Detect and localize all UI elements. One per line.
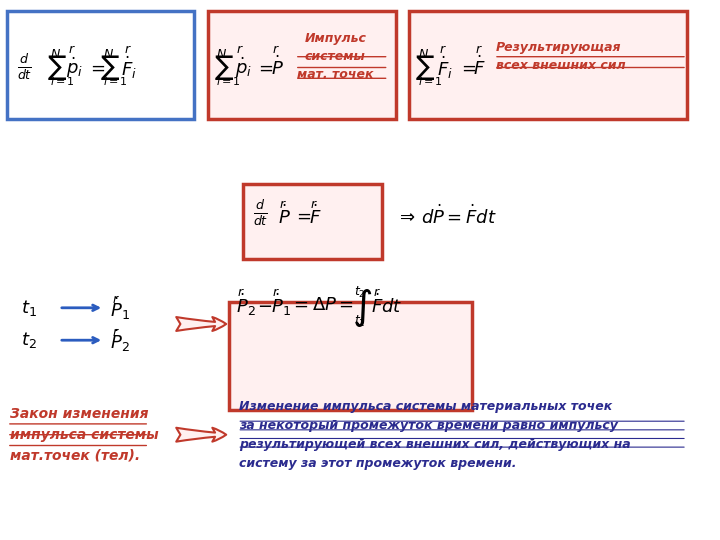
- Text: $\dot{p}_i$: $\dot{p}_i$: [235, 56, 251, 79]
- Text: Изменение импульса системы материальных точек
за некоторый промежуток времени ра: Изменение импульса системы материальных …: [239, 400, 631, 470]
- Text: $=$: $=$: [293, 207, 312, 225]
- Text: Импульс
системы
мат. точек: Импульс системы мат. точек: [297, 32, 374, 81]
- Text: $\Rightarrow\, d\dot{P} = \dot{F}dt$: $\Rightarrow\, d\dot{P} = \dot{F}dt$: [395, 204, 496, 228]
- Text: $\sum$: $\sum$: [415, 53, 435, 82]
- Text: $r$: $r$: [272, 286, 280, 299]
- Text: $\sum$: $\sum$: [48, 53, 67, 82]
- Text: $t_2$: $t_2$: [354, 285, 365, 300]
- Text: $\dot{F}_i$: $\dot{F}_i$: [122, 55, 138, 80]
- Text: $r$: $r$: [112, 293, 120, 306]
- FancyBboxPatch shape: [410, 11, 687, 119]
- Text: $r$: $r$: [236, 43, 243, 56]
- Text: $N$: $N$: [217, 48, 228, 60]
- Text: $r$: $r$: [238, 286, 245, 299]
- Text: $r$: $r$: [310, 198, 318, 211]
- Text: $=$: $=$: [87, 58, 106, 77]
- Text: $r$: $r$: [438, 43, 446, 56]
- Text: $\dot{F}dt$: $\dot{F}dt$: [372, 293, 402, 317]
- Text: $t_1$: $t_1$: [21, 298, 37, 318]
- Text: $N$: $N$: [50, 48, 61, 60]
- FancyBboxPatch shape: [243, 184, 382, 259]
- Text: $i=1$: $i=1$: [103, 75, 127, 87]
- Text: $N$: $N$: [418, 48, 428, 60]
- Text: $\dot{F}_i$: $\dot{F}_i$: [437, 55, 453, 80]
- Text: $t_1$: $t_1$: [354, 314, 366, 329]
- Text: $=$: $=$: [458, 58, 477, 77]
- Text: $-$: $-$: [257, 296, 272, 314]
- Text: $\dot{F}$: $\dot{F}$: [473, 56, 486, 79]
- Text: $= \Delta P =$: $= \Delta P =$: [290, 296, 354, 314]
- Text: $r$: $r$: [68, 43, 76, 56]
- Text: $\dot{p}_i$: $\dot{p}_i$: [66, 56, 83, 79]
- Text: $r$: $r$: [279, 198, 287, 211]
- Text: $\sum$: $\sum$: [100, 53, 120, 82]
- FancyBboxPatch shape: [229, 302, 472, 410]
- Text: $t_2$: $t_2$: [21, 330, 37, 350]
- FancyBboxPatch shape: [208, 11, 395, 119]
- Text: $\dot{P}_1$: $\dot{P}_1$: [109, 296, 130, 322]
- Text: $\int$: $\int$: [353, 287, 373, 329]
- Text: $r$: $r$: [373, 286, 381, 299]
- Text: $\dot{P}$: $\dot{P}$: [277, 204, 290, 228]
- Text: Закон изменения
импульса системы
мат.точек (тел).: Закон изменения импульса системы мат.точ…: [10, 407, 159, 462]
- Text: $\dot{P}_2$: $\dot{P}_2$: [236, 292, 256, 318]
- Text: $i=1$: $i=1$: [50, 75, 75, 87]
- Text: $r$: $r$: [124, 43, 131, 56]
- Text: $\dot{P}_2$: $\dot{P}_2$: [109, 328, 130, 354]
- Text: $i=1$: $i=1$: [418, 75, 442, 87]
- Text: $r$: $r$: [112, 326, 120, 339]
- Text: $N$: $N$: [103, 48, 114, 60]
- Text: $\dot{P}$: $\dot{P}$: [271, 56, 284, 79]
- Text: Результирующая
всех внешних сил: Результирующая всех внешних сил: [496, 41, 626, 72]
- Text: $=$: $=$: [256, 58, 274, 77]
- FancyBboxPatch shape: [7, 11, 194, 119]
- Text: $\dot{F}$: $\dot{F}$: [309, 204, 321, 228]
- Text: $r$: $r$: [272, 43, 280, 56]
- Text: $\dot{P}_1$: $\dot{P}_1$: [271, 292, 290, 318]
- Text: $\frac{d}{dt}$: $\frac{d}{dt}$: [17, 53, 32, 82]
- Text: $\frac{d}{dt}$: $\frac{d}{dt}$: [253, 199, 269, 228]
- Text: $i=1$: $i=1$: [217, 75, 241, 87]
- Text: $r$: $r$: [475, 43, 483, 56]
- Text: $\sum$: $\sum$: [214, 53, 234, 82]
